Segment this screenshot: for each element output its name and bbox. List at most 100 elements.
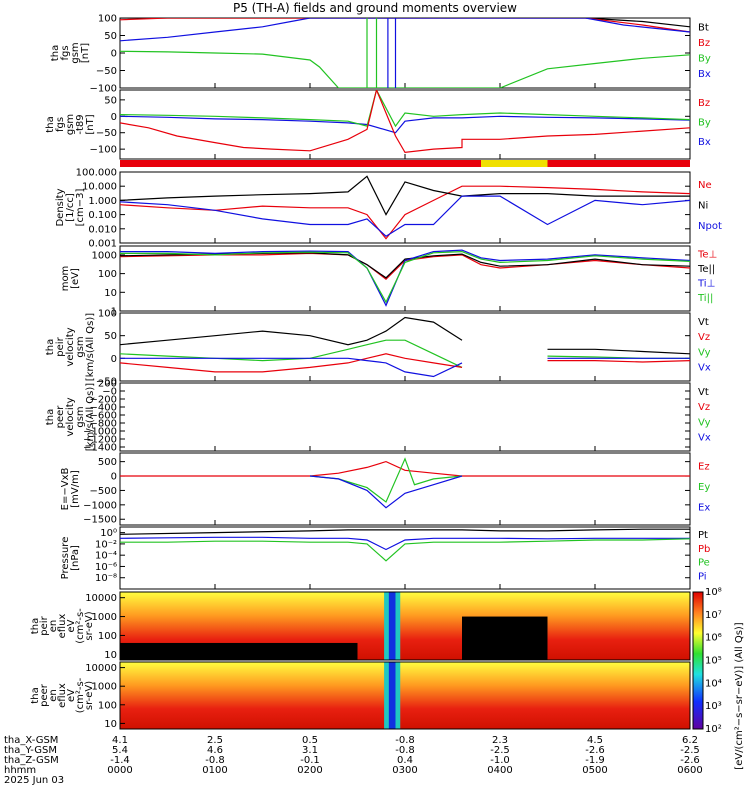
ephemeris-value-3-6: 0600	[677, 765, 702, 776]
ephemeris-value-3-4: 0400	[487, 765, 512, 776]
ytick-label-peer_vel-3: −400	[90, 403, 117, 414]
colorbar-tick-0: 10⁸	[705, 587, 722, 598]
legend-density-2: Npot	[698, 221, 722, 232]
series-fgs-3	[120, 18, 690, 42]
ytick-label-fgs_dsl-0: 50	[104, 95, 117, 106]
series-peir_vel-2	[120, 339, 463, 368]
legend-temp-1: Te||	[697, 264, 715, 275]
ylabel-peer_en-0: tha	[30, 687, 41, 703]
ephemeris-value-0-0: 4.1	[112, 735, 128, 746]
ylabel-peer_vel-4: [km/s(All Qs)]	[85, 383, 96, 451]
ylabel-peer_vel-2: velocity	[65, 397, 76, 436]
legend-temp-3: Ti||	[697, 293, 713, 304]
legend-peir_vel-1: Vz	[698, 332, 710, 343]
ephemeris-label-0: tha_X-GSM	[4, 735, 58, 746]
ylabel-peir_en-2: en	[48, 620, 59, 633]
colorbar-tick-3: 10⁵	[705, 656, 722, 667]
series-fgs_dsl-0	[120, 115, 690, 134]
ytick-label-density-0: 100.000	[76, 168, 117, 179]
legend-fgs_dsl-2: Bx	[698, 137, 711, 148]
colorbar-label: [eV/(cm²−s−sr−eV)] (All Qs)]	[734, 622, 745, 770]
series-peir_vel-1	[547, 348, 690, 355]
ytick-label-peir_vel-1: 50	[104, 331, 117, 342]
legend-peir_vel-2: Vy	[698, 347, 711, 358]
colorbar-tick-2: 10⁶	[705, 633, 722, 644]
legend-fgs-0: Bt	[698, 22, 709, 33]
ytick-label-exb-0: 500	[98, 457, 117, 468]
spectrogram-nodata-peir_en	[462, 616, 548, 660]
colorbar-tick-6: 10²	[705, 724, 722, 735]
legend-temp-2: Ti⊥	[697, 278, 715, 289]
ytick-label-peer_vel-2: −200	[90, 395, 117, 406]
ylabel-fgs-0: tha	[50, 45, 61, 61]
mode-bar-segment-0	[120, 160, 481, 167]
ephemeris-value-3-0: 0000	[107, 765, 132, 776]
ytick-label-density-4: 0.010	[88, 224, 117, 235]
ytick-label-fgs-2: 0	[111, 49, 117, 60]
ephemeris-value-2-0: -1.4	[110, 755, 130, 766]
ephemeris-value-1-6: -2.5	[680, 745, 700, 756]
ephemeris-label-4: 2025 Jun 03	[4, 775, 64, 786]
ylabel-density-0: Density	[55, 188, 66, 226]
ylabel-temp-1: [eV]	[70, 268, 81, 289]
ytick-label-peir_vel-2: 0	[111, 354, 117, 365]
ylabel-peir_vel-2: velocity	[65, 327, 76, 366]
ytick-label-peer_en-0: 10000	[85, 663, 117, 674]
ylabel-fgs_dsl-1: fgs	[55, 117, 66, 132]
ytick-label-temp-3: 1	[111, 307, 117, 318]
ylabel-peir_en-4: eV	[66, 619, 77, 632]
ephemeris-value-0-6: 6.2	[682, 735, 698, 746]
ytick-label-peer_vel-4: −600	[90, 411, 117, 422]
ytick-label-peir_vel-0: 100	[98, 309, 117, 320]
colorbar-tick-5: 10³	[705, 701, 722, 712]
series-temp-0	[120, 252, 690, 280]
ephemeris-value-2-4: -1.0	[490, 755, 510, 766]
series-peir_vel-5	[547, 360, 690, 363]
spectrogram-core-peer_en	[388, 662, 396, 729]
spectrogram-lowE-peir_en	[120, 642, 358, 660]
ephemeris-value-1-3: -0.8	[395, 745, 415, 756]
panel-frame-peer_vel	[119, 382, 691, 452]
legend-density-1: Ni	[698, 201, 708, 212]
ephemeris-value-2-5: -1.9	[585, 755, 605, 766]
ephemeris-value-2-6: -2.6	[680, 755, 700, 766]
legend-peer_vel-3: Vx	[698, 432, 711, 443]
ytick-label-fgs_dsl-2: −50	[96, 128, 117, 139]
legend-exb-0: Ez	[698, 461, 710, 472]
ytick-label-pressure-4: 10⁻⁸	[95, 573, 117, 584]
series-density-2	[120, 195, 690, 237]
ytick-label-exb-3: −1000	[83, 500, 117, 511]
ylabel-peir_en-0: tha	[30, 618, 41, 634]
series-pressure-2	[120, 538, 690, 562]
panel-frame-peir_en	[119, 591, 691, 661]
ephemeris-value-1-1: 4.6	[207, 745, 223, 756]
ytick-label-exb-1: 0	[111, 472, 117, 483]
ylabel-density-2: [cm−3]	[75, 189, 86, 227]
legend-peer_vel-1: Vz	[698, 402, 710, 413]
ytick-label-peer_vel-6: −1000	[83, 427, 117, 438]
series-pressure-0	[120, 528, 690, 535]
legend-exb-2: Ex	[698, 503, 710, 514]
ylabel-exb-0: E=−VxB	[60, 468, 71, 511]
ephemeris-value-1-2: 3.1	[302, 745, 318, 756]
ytick-label-peir_en-2: 100	[98, 631, 117, 642]
ephemeris-value-0-4: 2.3	[492, 735, 508, 746]
ephemeris-value-2-3: 0.4	[397, 755, 413, 766]
ytick-label-peir_vel-3: −50	[96, 377, 117, 388]
ylabel-peir_vel-4: [km/s(All Qs)]	[85, 313, 96, 381]
ylabel-peer_vel-0: tha	[45, 409, 56, 425]
ytick-label-peer_vel-1: −0	[102, 387, 117, 398]
ylabel-peir_en-1: peir	[39, 615, 50, 635]
ytick-label-density-5: 0.001	[88, 239, 117, 250]
ephemeris-value-2-2: -0.1	[300, 755, 320, 766]
ylabel-peir_vel-3: gsm	[75, 336, 86, 357]
ytick-label-pressure-0: 10⁰	[100, 528, 117, 539]
ytick-label-peir_en-3: 10	[104, 650, 117, 661]
ytick-label-pressure-3: 10⁻⁶	[95, 562, 117, 573]
colorbar	[692, 591, 704, 730]
ylabel-fgs_dsl-0: tha	[45, 116, 56, 132]
spectrogram-field-peer_en	[120, 662, 690, 729]
panel-frame-pressure	[119, 526, 691, 590]
ytick-label-fgs-1: 50	[104, 31, 117, 42]
ytick-label-peer_en-1: 1000	[92, 682, 117, 693]
